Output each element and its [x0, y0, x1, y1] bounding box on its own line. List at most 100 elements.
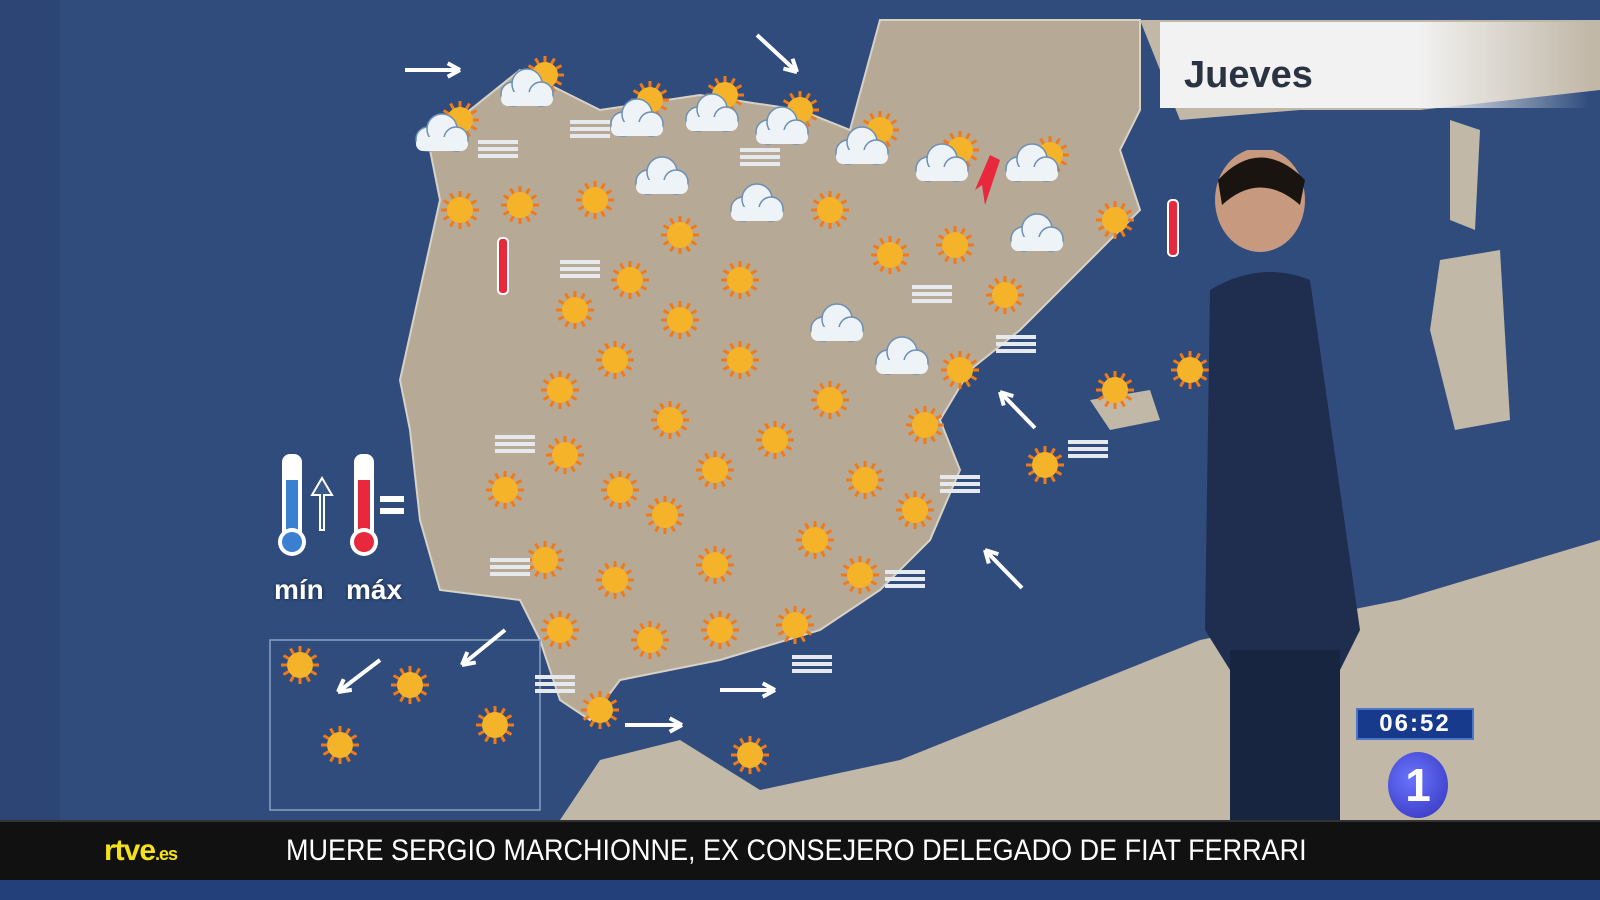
sun-icon: [631, 621, 669, 659]
cloud-icon: [610, 98, 664, 137]
sun-icon: [941, 351, 979, 389]
sun-icon: [731, 736, 769, 774]
sea-state-equal-icon: [912, 285, 952, 303]
sun-icon: [846, 461, 884, 499]
cloud-icon: [835, 126, 889, 165]
sun-icon: [701, 611, 739, 649]
sun-icon: [796, 521, 834, 559]
sun-icon: [896, 491, 934, 529]
cloud-icon: [1010, 213, 1064, 252]
sea-state-equal-icon: [535, 675, 575, 693]
sun-icon: [696, 451, 734, 489]
cloud-icon: [635, 156, 689, 195]
sun-icon: [756, 421, 794, 459]
sea-state-equal-icon: [792, 655, 832, 673]
sun-icon: [986, 276, 1024, 314]
equal-icon: [380, 496, 404, 514]
wind-arrow-icon: [460, 628, 507, 667]
news-ticker: rtve.es MUERE SERGIO MARCHIONNE, EX CONS…: [0, 820, 1600, 880]
sun-icon: [391, 666, 429, 704]
sun-icon: [871, 236, 909, 274]
cloud-icon: [810, 303, 864, 342]
sun-icon: [546, 436, 584, 474]
sun-icon: [811, 381, 849, 419]
sea-state-equal-icon: [560, 260, 600, 278]
cloud-icon: [915, 143, 969, 182]
sun-icon: [651, 401, 689, 439]
wind-arrow-icon: [405, 61, 461, 79]
sea-state-equal-icon: [885, 570, 925, 588]
sun-icon: [581, 691, 619, 729]
sun-icon: [841, 556, 879, 594]
wind-arrow-icon: [998, 390, 1037, 430]
sun-icon: [906, 406, 944, 444]
sun-icon: [541, 371, 579, 409]
sun-icon: [646, 496, 684, 534]
cloud-icon: [1005, 143, 1059, 182]
sun-icon: [1096, 371, 1134, 409]
sun-icon: [1096, 201, 1134, 239]
sun-icon: [486, 471, 524, 509]
max-thermometer-icon: [350, 454, 378, 556]
sun-icon: [776, 606, 814, 644]
sea-state-equal-icon: [940, 475, 980, 493]
sun-icon: [476, 706, 514, 744]
sea-state-equal-icon: [490, 558, 530, 576]
arrow-up-icon: [310, 476, 334, 531]
sun-icon: [596, 561, 634, 599]
min-thermometer-icon: [278, 454, 306, 556]
ticker-headline: MUERE SERGIO MARCHIONNE, EX CONSEJERO DE…: [286, 834, 1307, 867]
min-label: mín: [274, 574, 324, 605]
sun-icon: [936, 226, 974, 264]
sun-icon: [321, 726, 359, 764]
sun-icon: [556, 291, 594, 329]
sun-icon: [541, 611, 579, 649]
max-label: máx: [346, 574, 403, 605]
cloud-icon: [500, 68, 554, 107]
cloud-icon: [875, 336, 929, 375]
sun-icon: [441, 191, 479, 229]
day-banner: Jueves: [1160, 22, 1590, 108]
sea-state-equal-icon: [996, 335, 1036, 353]
sun-icon: [501, 186, 539, 224]
presenter: [1205, 150, 1360, 890]
sea-state-equal-icon: [495, 435, 535, 453]
wind-arrow-icon: [625, 716, 683, 734]
sun-icon: [596, 341, 634, 379]
cloud-icon: [415, 113, 469, 152]
sun-icon: [281, 646, 319, 684]
thermometer-icon: [497, 237, 509, 295]
storm-icon: [975, 155, 1000, 205]
sea-state-equal-icon: [570, 120, 610, 138]
wind-arrow-icon: [336, 658, 382, 694]
sun-icon: [661, 301, 699, 339]
sun-icon: [611, 261, 649, 299]
sun-icon: [1171, 351, 1209, 389]
temperature-legend: [278, 454, 404, 556]
sun-icon: [696, 546, 734, 584]
sea-state-equal-icon: [1068, 440, 1108, 458]
sun-icon: [811, 191, 849, 229]
sun-icon: [1026, 446, 1064, 484]
thermometer-icon: [1167, 199, 1179, 257]
wind-arrow-icon: [755, 33, 799, 74]
day-label: Jueves: [1184, 54, 1313, 96]
canary-inset: [269, 639, 541, 811]
wind-arrow-icon: [983, 548, 1024, 590]
clock: 06:52: [1356, 708, 1474, 740]
sun-icon: [601, 471, 639, 509]
corsica-sardinia: [1430, 120, 1510, 430]
bottom-strip: [0, 880, 1600, 900]
sea-state-equal-icon: [740, 148, 780, 166]
cloud-icon: [730, 183, 784, 222]
sea-state-equal-icon: [478, 140, 518, 158]
sun-icon: [721, 341, 759, 379]
wind-arrow-icon: [720, 681, 776, 699]
sun-icon: [721, 261, 759, 299]
sun-icon: [576, 181, 614, 219]
cloud-icon: [755, 106, 809, 145]
sun-icon: [661, 216, 699, 254]
cloud-icon: [685, 93, 739, 132]
rtve-logo: rtve.es: [104, 834, 178, 867]
channel-logo: 1: [1388, 752, 1448, 818]
